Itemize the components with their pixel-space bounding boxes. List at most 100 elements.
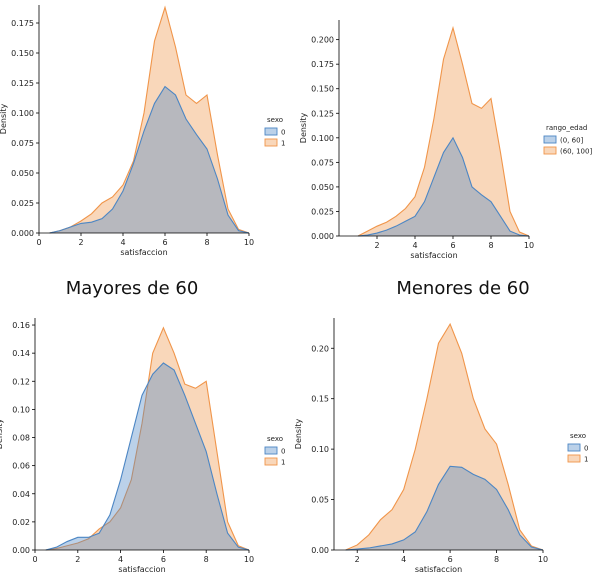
legend-title: sexo xyxy=(267,116,283,124)
y-tick-label: 0.10 xyxy=(311,445,329,454)
y-tick-label: 0.06 xyxy=(12,462,30,471)
legend-entry-label: 1 xyxy=(281,459,285,467)
y-tick-label: 0.02 xyxy=(12,518,30,527)
x-tick-label: 0 xyxy=(32,555,37,564)
density-area-series-0 xyxy=(358,137,529,236)
y-tick-label: 0.100 xyxy=(311,134,334,143)
legend-entry-label: 1 xyxy=(584,456,588,464)
y-tick-label: 0.10 xyxy=(12,405,30,414)
y-tick-label: 0.05 xyxy=(311,496,329,505)
x-tick-label: 8 xyxy=(494,555,499,564)
y-tick-label: 0.08 xyxy=(12,434,30,443)
x-tick-label: 4 xyxy=(412,241,417,250)
legend-swatch xyxy=(264,138,278,147)
y-tick-label: 0.150 xyxy=(11,49,34,58)
y-tick-label: 0.050 xyxy=(311,183,334,192)
y-tick-label: 0.200 xyxy=(311,36,334,45)
x-tick-label: 10 xyxy=(244,555,254,564)
density-area-series-0 xyxy=(45,362,250,550)
x-tick-label: 10 xyxy=(244,238,254,247)
y-axis-label: Density xyxy=(0,419,4,450)
y-tick-label: 0.125 xyxy=(311,109,334,118)
y-tick-label: 0.15 xyxy=(311,395,329,404)
y-tick-label: 0.00 xyxy=(311,546,329,555)
legend: sexo 0 1 xyxy=(264,116,285,148)
density-area-series-1 xyxy=(45,327,250,550)
legend-entry-label: (0, 60] xyxy=(560,137,584,145)
legend-entry-label: 0 xyxy=(281,129,285,137)
y-tick-label: 0.20 xyxy=(311,344,329,353)
legend-swatch xyxy=(543,146,557,155)
legend-swatch xyxy=(264,127,278,136)
x-tick-label: 2 xyxy=(78,238,83,247)
chart-panel-4: 2 4 6 8 10 0.00 0.05 0.10 0.15 0.20 satisfaccion De… xyxy=(294,318,588,572)
x-tick-label: 4 xyxy=(118,555,123,564)
x-axis-label: satisfaccion xyxy=(415,565,462,572)
density-line-series-1 xyxy=(357,25,530,237)
x-tick-label: 2 xyxy=(355,555,360,564)
chart-panel-1: 0 2 4 6 8 100.0000.0250.0500.0750.1000.1250.1… xyxy=(0,5,285,257)
x-tick-label: 8 xyxy=(204,238,209,247)
y-tick-label: 0.025 xyxy=(11,199,34,208)
y-tick-label: 0.025 xyxy=(311,207,334,216)
y-tick-label: 0.075 xyxy=(11,139,34,148)
density-area-series-0 xyxy=(49,86,249,233)
legend-entry-label: 1 xyxy=(281,140,285,148)
legend-swatch xyxy=(567,454,581,463)
y-tick-label: 0.04 xyxy=(12,490,30,499)
y-tick-label: 0.175 xyxy=(11,19,34,28)
x-axis-label: satisfaccion xyxy=(118,565,165,572)
legend: sexo 0 1 xyxy=(567,432,588,464)
density-line-series-1 xyxy=(45,326,250,551)
chart-panel-2: 2 4 6 8 10 0.000 0.025 0.050 0.075 0.100 0.125 0.15… xyxy=(299,20,592,260)
y-tick-label: 0.00 xyxy=(12,546,30,555)
legend-swatch xyxy=(567,443,581,452)
x-axis-label: satisfaccion xyxy=(410,251,457,260)
density-line-series-0 xyxy=(49,85,250,234)
density-area-series-1 xyxy=(49,7,249,234)
caption-left: Mayores de 60 xyxy=(66,278,199,299)
y-tick-label: 0.12 xyxy=(12,377,30,386)
density-line-series-1 xyxy=(345,322,544,551)
y-axis-label: Density xyxy=(294,419,303,450)
x-tick-label: 4 xyxy=(120,238,125,247)
legend-entry-label: (60, 100] xyxy=(560,148,592,156)
density-line-series-0 xyxy=(357,136,530,237)
y-tick-label: 0.000 xyxy=(311,232,334,241)
x-tick-label: 6 xyxy=(162,238,167,247)
x-tick-label: 4 xyxy=(401,555,406,564)
x-tick-label: 8 xyxy=(204,555,209,564)
x-tick-label: 0 xyxy=(36,238,41,247)
legend-swatch xyxy=(264,457,278,466)
x-tick-label: 2 xyxy=(374,241,379,250)
x-tick-label: 6 xyxy=(448,555,453,564)
caption-right: Menores de 60 xyxy=(396,278,529,299)
x-tick-label: 8 xyxy=(488,241,493,250)
y-tick-label: 0.16 xyxy=(12,321,30,330)
density-area-series-1 xyxy=(358,27,529,236)
y-tick-label: 0.175 xyxy=(311,60,334,69)
density-line-series-0 xyxy=(45,362,250,551)
y-axis-label: Density xyxy=(0,104,8,135)
legend-title: sexo xyxy=(267,435,283,443)
legend: rango_edad (0, 60] (60, 100] xyxy=(543,124,592,156)
legend: sexo 0 1 xyxy=(264,435,285,467)
chart-panel-3: 0 2 4 6 8 100.000.020.040.060.080.100.120.140… xyxy=(0,318,285,572)
x-tick-label: 10 xyxy=(524,241,534,250)
y-tick-label: 0.100 xyxy=(11,109,34,118)
legend-title: rango_edad xyxy=(546,124,587,132)
x-tick-label: 6 xyxy=(450,241,455,250)
x-tick-label: 10 xyxy=(538,555,548,564)
density-line-series-0 xyxy=(345,465,544,551)
y-tick-label: 0.150 xyxy=(311,85,334,94)
legend-swatch xyxy=(543,135,557,144)
legend-swatch xyxy=(264,446,278,455)
y-tick-label: 0.050 xyxy=(11,169,34,178)
y-tick-label: 0.000 xyxy=(11,229,34,238)
y-tick-label: 0.125 xyxy=(11,79,34,88)
x-tick-label: 6 xyxy=(161,555,166,564)
density-line-series-1 xyxy=(49,5,250,234)
y-tick-label: 0.075 xyxy=(311,158,334,167)
y-axis-label: Density xyxy=(299,113,308,144)
